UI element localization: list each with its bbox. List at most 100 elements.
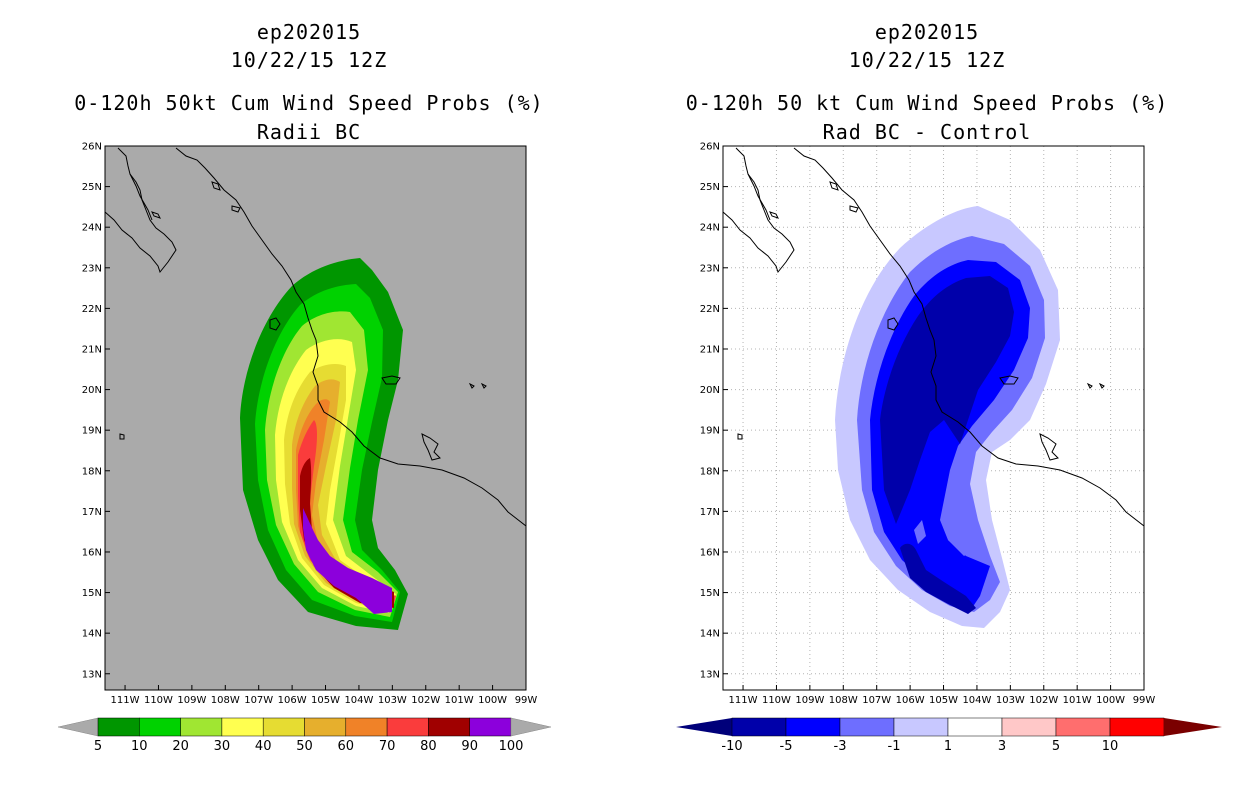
left-title-product: 0-120h 50kt Cum Wind Speed Probs (%) xyxy=(74,91,544,115)
colorbar-swatch xyxy=(304,717,347,737)
lat-label: 24N xyxy=(700,223,720,234)
colorbar-swatch xyxy=(469,717,512,737)
lon-label: 111W xyxy=(111,695,140,706)
lon-label: 107W xyxy=(862,695,891,706)
lon-label: 103W xyxy=(996,695,1025,706)
colorbar-swatch xyxy=(893,717,949,737)
left-title-storm: ep202015 xyxy=(256,20,362,44)
lat-label: 19N xyxy=(700,426,720,437)
lon-label: 111W xyxy=(729,695,758,706)
colorbar-swatch xyxy=(731,717,787,737)
colorbar-left-end xyxy=(57,717,99,737)
lat-label: 13N xyxy=(82,669,102,680)
lat-label: 13N xyxy=(700,669,720,680)
colorbar-high-end xyxy=(1164,718,1222,736)
lon-label: 104W xyxy=(962,695,991,706)
right-island-tres-marias xyxy=(887,317,899,331)
colorbar-swatch xyxy=(1109,717,1165,737)
lon-label: 104W xyxy=(344,695,373,706)
colorbar-swatch xyxy=(97,717,140,737)
colorbar-label: 60 xyxy=(338,739,355,754)
lon-label: 105W xyxy=(929,695,958,706)
lon-label: 110W xyxy=(762,695,791,706)
lat-label: 15N xyxy=(82,588,102,599)
left-map-frame xyxy=(104,145,527,691)
lat-label: 18N xyxy=(700,466,720,477)
right-islet-1 xyxy=(1086,382,1093,389)
left-baja-gulf xyxy=(129,173,153,221)
left-coast-baja-west xyxy=(105,147,177,274)
right-map-frame xyxy=(722,145,1145,691)
lon-label: 99W xyxy=(1133,695,1156,706)
colorbar-low-end xyxy=(676,718,732,736)
left-axis-ticks: 26N 25N 24N 23N 22N 21N 20N 19N 18N 17N 16N 15N 14N 1… xyxy=(82,142,538,707)
left-island-socorro xyxy=(119,433,125,440)
right-coastline xyxy=(723,147,1144,527)
left-island-c xyxy=(151,211,161,219)
colorbar-swatch xyxy=(1055,717,1111,737)
colorbar-swatch xyxy=(262,717,305,737)
colorbar-label: 40 xyxy=(255,739,272,754)
lat-label: 26N xyxy=(82,142,102,153)
right-island-a xyxy=(829,181,839,191)
right-title-product: 0-120h 50 kt Cum Wind Speed Probs (%) xyxy=(685,91,1169,115)
lat-label: 18N xyxy=(82,466,102,477)
right-subtitle: 0-120h 50 kt Cum Wind Speed Probs (%) Ra… xyxy=(618,89,1236,147)
right-title-variant: Rad BC - Control xyxy=(822,120,1032,144)
colorbar-swatch xyxy=(345,717,388,737)
colorbar-label: 90 xyxy=(461,739,478,754)
right-map: 26N 25N 24N 23N 22N 21N 20N 19N 18N 17N 16N 15N 14N 1… xyxy=(700,142,1156,707)
lat-label: 20N xyxy=(700,385,720,396)
left-map: 26N 25N 24N 23N 22N 21N 20N 19N 18N 17N 16N 15N 14N 1… xyxy=(82,142,538,707)
lon-label: 105W xyxy=(311,695,340,706)
left-title-variant: Radii BC xyxy=(256,120,362,144)
lon-label: 100W xyxy=(478,695,507,706)
diff-contour-minus10-b xyxy=(900,543,976,614)
lon-label: 109W xyxy=(177,695,206,706)
lon-label: 99W xyxy=(515,695,538,706)
diff-contour-minus5-island xyxy=(914,520,926,544)
lon-label: 101W xyxy=(445,695,474,706)
right-island-b xyxy=(849,205,859,213)
lat-label: 23N xyxy=(700,263,720,274)
lat-label: 21N xyxy=(82,344,102,355)
right-title: ep202015 10/22/15 12Z xyxy=(672,18,1182,74)
colorbar-label: 20 xyxy=(172,739,189,754)
colorbar-label: 10 xyxy=(1102,739,1119,754)
lon-label: 108W xyxy=(211,695,240,706)
right-island-c xyxy=(769,211,779,219)
right-lake-chapala xyxy=(999,375,1019,385)
contour-90 xyxy=(303,508,392,614)
colorbar-label: 3 xyxy=(998,739,1006,754)
lon-label: 100W xyxy=(1096,695,1125,706)
colorbar-swatch xyxy=(839,717,895,737)
lat-label: 25N xyxy=(700,182,720,193)
right-islet-2 xyxy=(1098,382,1105,389)
lat-label: 14N xyxy=(700,629,720,640)
colorbar-label: 5 xyxy=(1052,739,1060,754)
right-island-socorro xyxy=(737,433,743,440)
lon-label: 106W xyxy=(896,695,925,706)
colorbar-right-end xyxy=(510,717,552,737)
colorbar-swatch xyxy=(139,717,181,737)
colorbar-swatch xyxy=(428,717,470,737)
lon-label: 102W xyxy=(411,695,440,706)
lon-label: 108W xyxy=(829,695,858,706)
colorbar-label: 1 xyxy=(944,739,952,754)
diff-contour-minus3-b xyxy=(948,516,980,556)
left-lake-2 xyxy=(421,433,441,461)
right-axis-ticks: 26N 25N 24N 23N 22N 21N 20N 19N 18N 17N 16N 15N 14N 1… xyxy=(700,142,1156,707)
left-probability-contours xyxy=(240,258,408,630)
colorbar-label: 10 xyxy=(131,739,148,754)
left-subtitle: 0-120h 50kt Cum Wind Speed Probs (%) Rad… xyxy=(0,89,618,147)
lat-label: 21N xyxy=(700,344,720,355)
left-title-date: 10/22/15 12Z xyxy=(230,48,388,72)
lat-label: 24N xyxy=(82,223,102,234)
colorbar-swatch xyxy=(180,717,223,737)
right-coast-baja-west xyxy=(723,147,795,274)
lon-label: 110W xyxy=(144,695,173,706)
lon-label: 109W xyxy=(795,695,824,706)
left-coast-mainland xyxy=(175,147,526,527)
left-colorbar: 5 10 20 30 40 50 60 70 80 90 100 xyxy=(57,717,552,754)
colorbar-label: -10 xyxy=(721,739,742,754)
